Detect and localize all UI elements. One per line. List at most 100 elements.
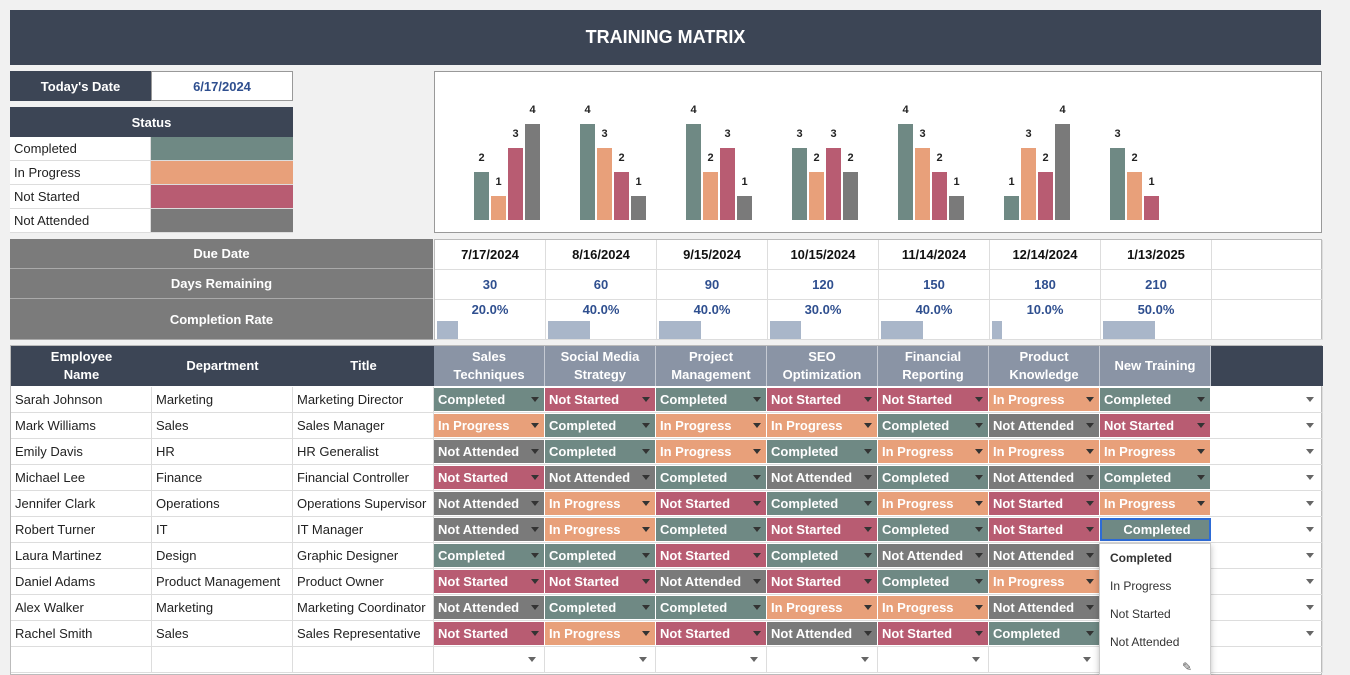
dropdown-option-completed[interactable]: Completed [1110, 551, 1173, 565]
chevron-down-icon[interactable] [753, 553, 761, 558]
chevron-down-icon[interactable] [531, 423, 539, 428]
extra-dropdown-cell[interactable] [1211, 647, 1323, 672]
status-select[interactable]: Completed [656, 388, 767, 411]
cell-name[interactable]: Jennifer Clark [11, 491, 152, 516]
status-select[interactable]: Not Started [434, 622, 545, 645]
chevron-down-icon[interactable] [1086, 475, 1094, 480]
chevron-down-icon[interactable] [753, 397, 761, 402]
cell-dept[interactable]: Finance [152, 465, 293, 490]
status-select[interactable]: Completed [656, 518, 767, 541]
chevron-down-icon[interactable] [864, 397, 872, 402]
status-select[interactable]: Not Started [878, 388, 989, 411]
chevron-down-icon[interactable] [1086, 605, 1094, 610]
chevron-down-icon[interactable] [1086, 501, 1094, 506]
chevron-down-icon[interactable] [1306, 397, 1314, 402]
cell-title[interactable]: HR Generalist [293, 439, 434, 464]
chevron-down-icon[interactable] [975, 475, 983, 480]
cell-dept[interactable]: HR [152, 439, 293, 464]
cell-title[interactable]: Marketing Director [293, 387, 434, 412]
cell-dept[interactable] [152, 647, 293, 672]
status-select-empty[interactable] [989, 647, 1100, 672]
status-select-empty[interactable] [434, 647, 545, 672]
extra-dropdown-cell[interactable] [1211, 517, 1323, 542]
chevron-down-icon[interactable] [642, 631, 650, 636]
status-select[interactable]: Completed [434, 388, 545, 411]
chevron-down-icon[interactable] [864, 475, 872, 480]
chevron-down-icon[interactable] [531, 501, 539, 506]
status-select[interactable]: Not Attended [989, 596, 1100, 619]
cell-dept[interactable]: Product Management [152, 569, 293, 594]
cell-dept[interactable]: IT [152, 517, 293, 542]
chevron-down-icon[interactable] [753, 501, 761, 506]
chevron-down-icon[interactable] [1306, 423, 1314, 428]
status-select[interactable]: In Progress [989, 570, 1100, 593]
status-select[interactable]: Not Attended [434, 518, 545, 541]
cell-title[interactable]: Operations Supervisor [293, 491, 434, 516]
chevron-down-icon[interactable] [975, 579, 983, 584]
cell-name[interactable]: Robert Turner [11, 517, 152, 542]
status-select[interactable]: Completed [767, 440, 878, 463]
chevron-down-icon[interactable] [753, 527, 761, 532]
extra-dropdown-cell[interactable] [1211, 413, 1323, 438]
status-select[interactable]: Completed [656, 596, 767, 619]
cell-dept[interactable]: Design [152, 543, 293, 568]
status-select[interactable]: Completed [767, 492, 878, 515]
chevron-down-icon[interactable] [1306, 553, 1314, 558]
status-select[interactable]: Not Attended [767, 466, 878, 489]
cell-name[interactable]: Rachel Smith [11, 621, 152, 646]
status-select[interactable]: In Progress [767, 596, 878, 619]
status-select[interactable]: In Progress [767, 414, 878, 437]
status-select[interactable]: In Progress [878, 440, 989, 463]
chevron-down-icon[interactable] [1086, 631, 1094, 636]
chevron-down-icon[interactable] [864, 579, 872, 584]
chevron-down-icon[interactable] [864, 605, 872, 610]
status-select[interactable]: In Progress [878, 596, 989, 619]
cell-name[interactable] [11, 647, 152, 672]
extra-dropdown-cell[interactable] [1211, 491, 1323, 516]
chevron-down-icon[interactable] [1306, 501, 1314, 506]
chevron-down-icon[interactable] [864, 501, 872, 506]
status-select-empty[interactable] [656, 647, 767, 672]
cell-name[interactable]: Daniel Adams [11, 569, 152, 594]
status-select[interactable]: In Progress [656, 414, 767, 437]
chevron-down-icon[interactable] [975, 397, 983, 402]
chevron-down-icon[interactable] [1197, 449, 1205, 454]
status-select-empty[interactable] [545, 647, 656, 672]
status-select[interactable]: Not Started [1100, 414, 1211, 437]
chevron-down-icon[interactable] [1197, 423, 1205, 428]
chevron-down-icon[interactable] [975, 527, 983, 532]
cell-name[interactable]: Emily Davis [11, 439, 152, 464]
cell-name[interactable]: Sarah Johnson [11, 387, 152, 412]
status-select[interactable]: Not Started [545, 570, 656, 593]
extra-dropdown-cell[interactable] [1211, 569, 1323, 594]
chevron-down-icon[interactable] [531, 605, 539, 610]
chevron-down-icon[interactable] [1086, 579, 1094, 584]
status-select[interactable]: Not Attended [434, 596, 545, 619]
chevron-down-icon[interactable] [972, 657, 980, 662]
status-select[interactable]: In Progress [545, 492, 656, 515]
cell-name[interactable]: Mark Williams [11, 413, 152, 438]
status-select-empty[interactable] [878, 647, 989, 672]
status-select[interactable]: Completed [545, 440, 656, 463]
chevron-down-icon[interactable] [753, 423, 761, 428]
status-select[interactable]: In Progress [1100, 492, 1211, 515]
today-date-value[interactable]: 6/17/2024 [151, 71, 293, 101]
chevron-down-icon[interactable] [531, 475, 539, 480]
chevron-down-icon[interactable] [642, 553, 650, 558]
cell-title[interactable]: Product Owner [293, 569, 434, 594]
status-select[interactable]: Completed [545, 544, 656, 567]
chevron-down-icon[interactable] [642, 579, 650, 584]
cell-title[interactable] [293, 647, 434, 672]
chevron-down-icon[interactable] [642, 423, 650, 428]
cell-name[interactable]: Michael Lee [11, 465, 152, 490]
status-select[interactable]: In Progress [434, 414, 545, 437]
chevron-down-icon[interactable] [975, 501, 983, 506]
status-select[interactable]: Not Attended [434, 440, 545, 463]
chevron-down-icon[interactable] [1086, 527, 1094, 532]
cell-title[interactable]: Marketing Coordinator [293, 595, 434, 620]
chevron-down-icon[interactable] [753, 631, 761, 636]
chevron-down-icon[interactable] [975, 605, 983, 610]
extra-dropdown-cell[interactable] [1211, 439, 1323, 464]
chevron-down-icon[interactable] [864, 527, 872, 532]
chevron-down-icon[interactable] [531, 397, 539, 402]
